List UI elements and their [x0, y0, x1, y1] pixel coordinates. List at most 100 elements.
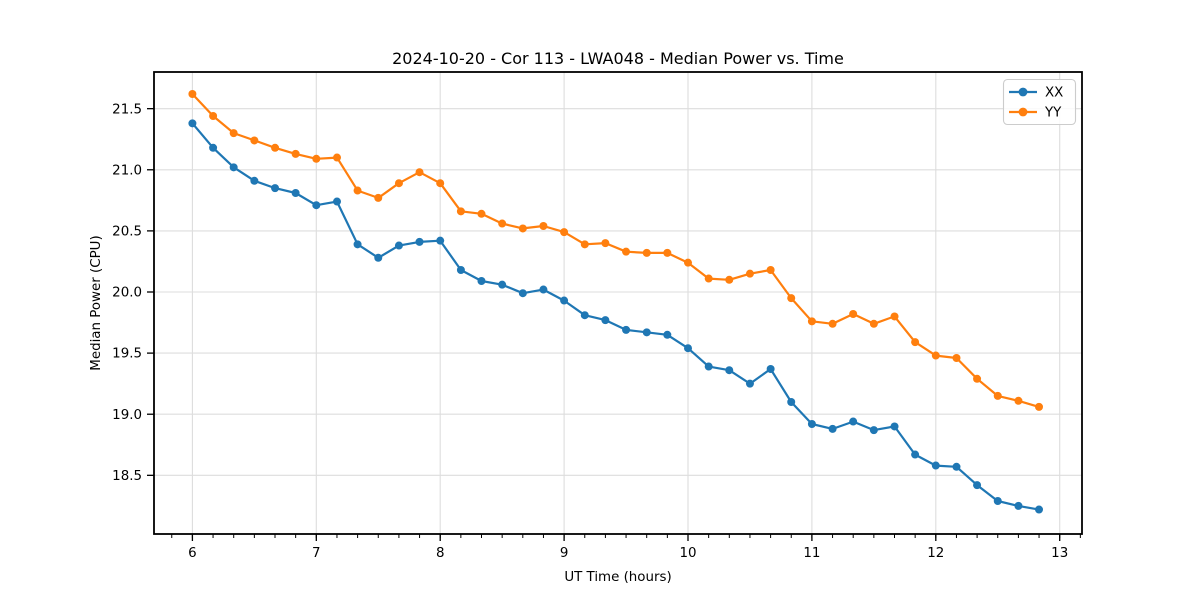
data-point-XX-10.833: [787, 398, 796, 406]
data-point-XX-11.833: [911, 450, 920, 459]
series-line-XX: [191, 122, 1041, 511]
y-tick-label-18.5: 18.5: [112, 469, 142, 484]
data-point-XX-6.833: [291, 189, 300, 197]
data-point-YY-8.5: [498, 219, 507, 228]
data-point-XX-12.667: [1014, 501, 1023, 510]
data-point-XX-8: [436, 236, 445, 245]
data-point-XX-9.5: [622, 325, 631, 334]
data-point-YY-8.833: [539, 222, 548, 230]
data-point-XX-12.333: [973, 481, 982, 490]
data-point-YY-9: [560, 228, 569, 237]
data-point-XX-10.167: [704, 362, 713, 371]
data-point-YY-11.833: [911, 338, 920, 347]
legend-label-XX: XX: [1045, 86, 1063, 101]
legend-box: [1002, 78, 1077, 126]
grid-layer: [154, 72, 1082, 534]
data-point-YY-7.5: [374, 193, 383, 202]
data-point-YY-6: [188, 90, 197, 98]
data-point-XX-10.333: [725, 366, 734, 375]
data-point-YY-12.833: [1035, 402, 1044, 411]
data-point-XX-10.5: [745, 379, 754, 388]
data-point-YY-10.833: [787, 294, 796, 303]
data-point-YY-10.333: [725, 275, 734, 284]
y-axis-label: Median Power (CPU): [89, 235, 104, 370]
data-point-YY-7.167: [332, 153, 341, 162]
x-tick-label-11: 11: [803, 546, 820, 561]
legend-item-YY: YY: [1009, 106, 1062, 121]
x-tick-label-10: 10: [679, 546, 696, 561]
y-tick-label-21.5: 21.5: [112, 102, 142, 117]
data-point-XX-12: [931, 461, 940, 470]
x-tick-label-7: 7: [312, 546, 321, 561]
data-point-YY-12: [931, 351, 940, 360]
data-point-XX-9.167: [580, 311, 589, 320]
data-point-YY-9.167: [580, 240, 589, 249]
data-point-YY-12.5: [993, 391, 1002, 400]
plot-border: [153, 71, 1083, 535]
data-point-YY-11.333: [849, 310, 858, 318]
data-point-XX-8.333: [477, 277, 486, 285]
y-tick-label-19.0: 19.0: [112, 408, 142, 423]
data-point-YY-12.333: [973, 374, 982, 383]
data-point-XX-7.5: [374, 253, 383, 262]
data-point-YY-11.667: [890, 312, 899, 321]
data-point-YY-10.5: [745, 269, 754, 278]
data-point-XX-11.5: [869, 426, 878, 435]
data-point-YY-11: [807, 317, 816, 326]
data-point-YY-8: [436, 179, 445, 188]
data-point-XX-11: [807, 420, 816, 428]
y-tick-label-20.0: 20.0: [112, 286, 142, 301]
data-point-YY-12.167: [952, 354, 961, 362]
data-point-XX-9.333: [601, 316, 610, 325]
data-point-YY-7.833: [415, 168, 424, 177]
x-tick-label-8: 8: [436, 546, 445, 561]
x-tick-label-12: 12: [927, 546, 944, 561]
y-tick-label-20.5: 20.5: [112, 224, 142, 239]
y-tick-label-19.5: 19.5: [112, 347, 142, 362]
legend-marker-icon: [1018, 87, 1028, 97]
data-point-XX-8.167: [456, 266, 465, 274]
data-point-YY-6.667: [271, 143, 280, 152]
data-point-XX-11.167: [828, 424, 837, 433]
data-point-XX-12.5: [993, 497, 1002, 505]
data-point-YY-7.667: [394, 179, 403, 188]
data-point-YY-11.167: [828, 319, 837, 328]
axes-layer: [147, 71, 1083, 541]
data-point-XX-7.167: [332, 197, 341, 206]
data-point-XX-11.333: [849, 417, 858, 426]
data-point-XX-8.5: [498, 280, 507, 289]
data-point-YY-8.167: [456, 207, 465, 216]
data-point-YY-6.5: [250, 136, 259, 145]
data-point-YY-10: [684, 258, 693, 267]
legend-marker-icon: [1018, 107, 1028, 117]
data-point-XX-8.667: [518, 289, 527, 298]
data-point-YY-7: [312, 154, 321, 163]
data-point-XX-6: [188, 119, 197, 128]
data-point-YY-9.667: [642, 248, 651, 257]
data-point-XX-6.5: [250, 176, 259, 185]
data-point-YY-6.333: [229, 129, 238, 138]
data-point-YY-9.5: [622, 247, 631, 256]
x-tick-label-13: 13: [1051, 546, 1068, 561]
data-point-XX-9.833: [663, 330, 672, 339]
legend-item-XX: XX: [1009, 86, 1063, 101]
data-point-XX-10: [684, 344, 693, 353]
data-point-XX-12.167: [952, 462, 961, 471]
data-point-XX-7.333: [353, 240, 362, 249]
legend-label-YY: YY: [1044, 106, 1062, 121]
data-point-YY-8.333: [477, 209, 486, 218]
data-point-YY-8.667: [518, 224, 527, 233]
data-point-XX-7: [312, 201, 321, 210]
x-tick-label-9: 9: [560, 546, 569, 561]
data-point-XX-7.833: [415, 237, 424, 246]
data-point-YY-9.333: [601, 239, 610, 248]
series-line-YY: [191, 92, 1041, 408]
y-tick-label-21.0: 21.0: [112, 163, 142, 178]
x-tick-label-6: 6: [188, 546, 197, 561]
data-point-YY-7.333: [353, 186, 362, 195]
data-point-YY-12.667: [1014, 396, 1023, 405]
data-point-XX-6.333: [229, 163, 238, 172]
data-point-YY-10.167: [704, 274, 713, 283]
data-point-XX-9.667: [642, 328, 651, 337]
